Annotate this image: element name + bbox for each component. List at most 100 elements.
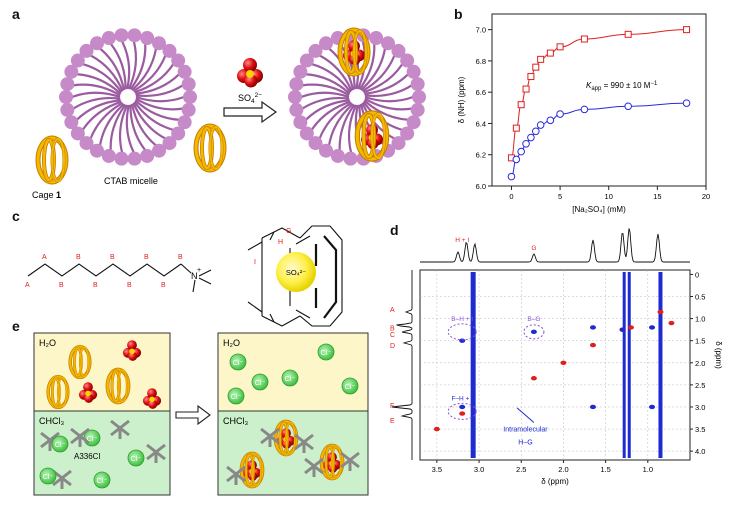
micelle-head: [162, 136, 177, 151]
ctab-chain-structure: A B B B B A B B B B N+: [25, 254, 212, 293]
micelle-tail: [319, 54, 353, 92]
micelle-head: [293, 115, 308, 130]
micelle-tail: [311, 63, 352, 93]
top-peak-label: G: [531, 245, 536, 252]
y-axis-label: δ (ppm): [714, 341, 723, 369]
micelle-tail: [361, 54, 396, 93]
y-tick-label: 1.5: [695, 337, 705, 346]
chain-letter: B: [178, 254, 183, 261]
cage-label: Cage 1: [32, 190, 61, 200]
micelle-head: [319, 143, 333, 158]
y-tick-label: 2.0: [695, 359, 705, 368]
reaction-arrow: [223, 100, 278, 124]
micelle-tail: [363, 63, 404, 94]
micelle-head: [400, 126, 415, 141]
nmr-frame: [419, 269, 691, 461]
side-peak-label: D: [390, 343, 395, 350]
data-point-circle: [527, 133, 535, 142]
sulfate-cage-label: SO₄²⁻: [286, 268, 306, 277]
micelle-head: [140, 148, 155, 163]
x-tick-label: 2.0: [558, 465, 568, 474]
micelle-tail: [121, 40, 131, 90]
micelle-head: [391, 43, 406, 58]
micelle-tail: [81, 100, 122, 131]
micelle-head: [369, 31, 384, 46]
y-tick-label: 0: [695, 270, 699, 279]
data-point-square: [537, 55, 545, 63]
chain-letter: B: [161, 282, 166, 289]
cross-label: B–G: [527, 316, 540, 323]
micelle-head: [171, 126, 186, 141]
micelle-head: [64, 115, 79, 130]
methyl-bond: [198, 277, 212, 285]
data-point-square: [532, 63, 540, 71]
diagonal-peak: [657, 309, 664, 315]
micelle-tail: [305, 73, 351, 95]
micelle-tail: [361, 102, 395, 140]
x-tick-label: 1.5: [600, 465, 610, 474]
kapp-annotation: Kapp = 990 ± 10 M−1: [586, 81, 658, 92]
data-point-circle: [556, 110, 564, 118]
micelle-tail: [301, 97, 350, 110]
panel-label-d: d: [390, 222, 399, 238]
micelle-tail: [76, 99, 121, 121]
chain-letter: B: [144, 254, 149, 261]
data-point-circle: [624, 102, 632, 111]
x-tick-label: 1.0: [643, 465, 653, 474]
micelle-tail: [90, 54, 124, 92]
x-tick-label: 15: [653, 192, 661, 201]
micelle-head: [288, 90, 302, 104]
micelle-tail: [132, 54, 167, 93]
binding-isotherm-chart: 0 5 10 15 20 6.0 6.2 6.4 6.6 6.8 7.0 [Na₂SO₄] (mM) δ…: [457, 13, 710, 214]
micelle-head: [289, 102, 304, 117]
micelle-tail: [364, 84, 413, 97]
x-tick-label: 3.5: [432, 465, 442, 474]
y-tick-label: 3.0: [695, 403, 705, 412]
data-point-circle: [682, 99, 691, 107]
micelle-tail: [347, 104, 358, 153]
nmr-strip: [658, 272, 663, 458]
micelle-tail: [300, 91, 350, 99]
intramolecular-label: Intramolecular: [503, 426, 548, 433]
data-point-square: [556, 43, 564, 51]
y-tick-label: 1.0: [695, 315, 705, 324]
data-point-square: [580, 35, 588, 43]
chain-letter: A: [42, 254, 47, 261]
micelle-tail: [364, 95, 414, 103]
side-peak-label: F: [390, 403, 394, 410]
cage-letter-g: G: [286, 228, 291, 235]
cross-peak: [589, 325, 596, 330]
micelle-head: [70, 53, 85, 68]
y-axis-label: δ (NH) (ppm): [457, 76, 466, 123]
micelle-head: [299, 53, 314, 68]
cross-peak: [649, 404, 656, 410]
series-fit-line: [510, 102, 687, 178]
micelle-label: CTAB micelle: [104, 176, 158, 186]
y-tick-label: 2.5: [695, 381, 705, 390]
micelle-head: [127, 151, 142, 166]
nmr-strip: [627, 272, 631, 458]
kapp-symbol: K: [586, 81, 592, 90]
micelle-head: [289, 77, 304, 92]
micelle-tail: [134, 63, 175, 94]
charge-label: +: [197, 267, 201, 274]
data-point-circle: [580, 105, 589, 114]
cross-peak: [530, 329, 537, 335]
micelle-head: [299, 126, 314, 141]
side-peak-label: B: [390, 325, 395, 332]
empty-cage-icon-2: [196, 126, 224, 170]
cross-peak: [619, 327, 626, 332]
data-point-square: [517, 101, 525, 109]
sulfate-in-cage: [276, 252, 316, 292]
cross-peak: [459, 404, 466, 410]
micelle-with-cages: [288, 28, 426, 166]
y-tick-label: 6.0: [476, 182, 486, 191]
micelle-head: [171, 53, 186, 68]
micelle-head: [127, 28, 142, 43]
y-tick-label: 6.8: [476, 57, 486, 66]
micelle-tail: [129, 43, 147, 91]
micelle-head: [293, 64, 308, 79]
micelle-head: [343, 151, 358, 166]
series-fit-line: [510, 29, 687, 159]
methyl-bond: [192, 279, 196, 293]
